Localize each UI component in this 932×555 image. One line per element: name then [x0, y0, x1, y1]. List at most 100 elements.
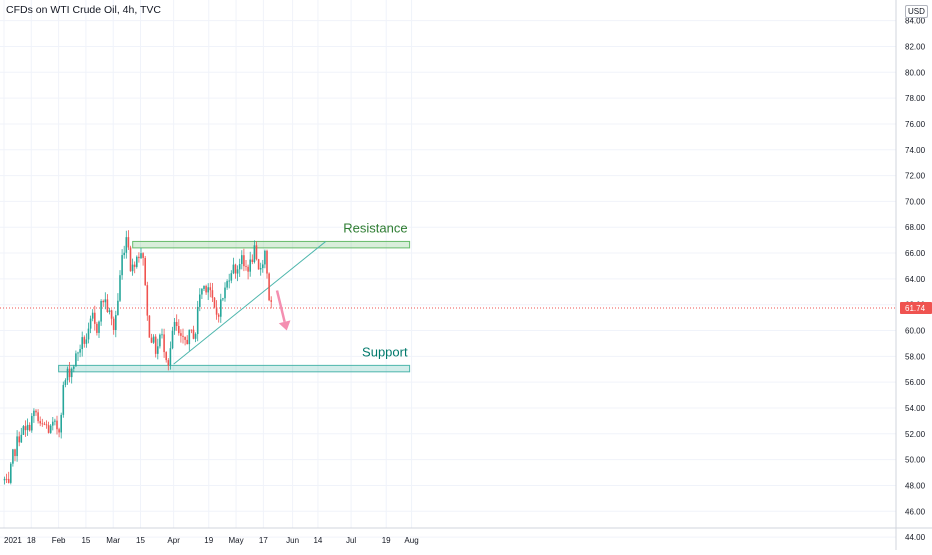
candle-body: [56, 420, 58, 430]
candle-body: [112, 318, 115, 330]
price-tick-label: 68.00: [905, 223, 926, 232]
candle-body: [102, 300, 104, 303]
candle-body: [77, 352, 79, 354]
candle-body: [259, 268, 262, 270]
candle-body: [175, 321, 178, 327]
candle-body: [146, 285, 149, 316]
candle-body: [234, 264, 237, 274]
candle-body: [264, 250, 266, 265]
candle-body: [241, 255, 243, 265]
price-tick-label: 80.00: [905, 68, 926, 77]
candle-body: [152, 336, 155, 343]
price-tick-label: 64.00: [905, 275, 926, 284]
candle-body: [190, 329, 193, 331]
candle-body: [117, 300, 119, 316]
candle-body: [217, 314, 220, 317]
candle-body: [43, 423, 46, 425]
candle-body: [49, 425, 52, 433]
candle-body: [188, 329, 191, 345]
trendline: [173, 241, 327, 365]
candle-body: [165, 352, 167, 361]
candle-body: [268, 273, 270, 301]
time-tick-label: Apr: [167, 536, 180, 545]
chart-title: CFDs on WTI Crude Oil, 4h, TVC: [6, 4, 162, 16]
candle-body: [121, 255, 123, 276]
candle-body: [245, 266, 247, 267]
candle-body: [94, 312, 96, 324]
candle-body: [79, 349, 81, 353]
candle-body: [100, 300, 102, 322]
candle-body: [52, 421, 54, 426]
candle-body: [96, 323, 98, 333]
candle-body: [228, 280, 230, 282]
last-price-badge: [900, 302, 932, 315]
candle-body: [157, 346, 159, 354]
price-tick-label: 58.00: [905, 352, 926, 361]
price-tick-label: 44.00: [905, 533, 926, 542]
candle-body: [163, 334, 165, 353]
candle-body: [180, 333, 182, 336]
candle-body: [262, 264, 264, 269]
projection-arrow-shaft: [275, 290, 286, 323]
candle-body: [41, 423, 44, 425]
candle-body: [115, 315, 117, 330]
time-tick-label: 17: [259, 536, 268, 545]
candle-body: [144, 257, 146, 286]
price-tick-label: 66.00: [905, 249, 926, 258]
candle-body: [136, 256, 138, 267]
candle-body: [203, 285, 205, 289]
candle-body: [213, 297, 216, 308]
candle-body: [98, 321, 100, 333]
price-tick-label: 84.00: [905, 17, 926, 26]
candle-body: [196, 306, 199, 335]
candle-body: [16, 436, 18, 457]
price-tick-label: 70.00: [905, 197, 926, 206]
price-tick-label: 50.00: [905, 456, 926, 465]
candle-body: [247, 266, 249, 272]
candle-body: [154, 336, 157, 354]
candle-body: [148, 315, 151, 338]
candle-body: [140, 253, 142, 259]
candle-body: [60, 414, 62, 433]
candle-body: [270, 300, 272, 302]
candle-body: [89, 318, 92, 329]
time-tick-label: 14: [313, 536, 322, 545]
price-tick-label: 54.00: [905, 404, 926, 413]
price-tick-label: 56.00: [905, 378, 926, 387]
currency-badge[interactable]: USD: [905, 5, 928, 18]
candle-body: [58, 429, 60, 433]
candle-body: [178, 326, 180, 334]
candle-body: [173, 321, 176, 331]
candle-body: [161, 334, 163, 336]
candle-body: [106, 299, 109, 312]
resistance-zone-label: Resistance: [343, 220, 407, 235]
candle-body: [255, 245, 258, 260]
price-tick-label: 72.00: [905, 172, 926, 181]
candle-body: [238, 264, 241, 270]
candle-body: [14, 449, 16, 457]
candle-body: [226, 281, 228, 288]
candle-body: [207, 287, 209, 293]
candle-body: [64, 380, 67, 385]
candle-body: [39, 421, 41, 424]
candle-body: [37, 412, 39, 422]
candle-body: [209, 287, 212, 291]
candles: [3, 230, 272, 485]
candle-body: [167, 360, 170, 366]
time-tick-label: 18: [27, 536, 36, 545]
candle-body: [70, 368, 73, 378]
time-tick-label: 19: [204, 536, 213, 545]
candle-body: [215, 307, 218, 315]
candle-body: [66, 368, 69, 381]
price-axis: 84.00 82.00 80.00 78.00 76.00 74.00 72.00 70.00…: [905, 17, 926, 542]
candle-body: [7, 478, 10, 483]
candle-body: [266, 250, 268, 274]
grid: [0, 0, 896, 538]
candle-body: [12, 449, 14, 464]
candle-body: [205, 285, 207, 293]
candle-body: [22, 426, 25, 435]
candle-body: [131, 264, 134, 272]
candle-body: [87, 328, 90, 340]
price-tick-label: 76.00: [905, 120, 926, 129]
